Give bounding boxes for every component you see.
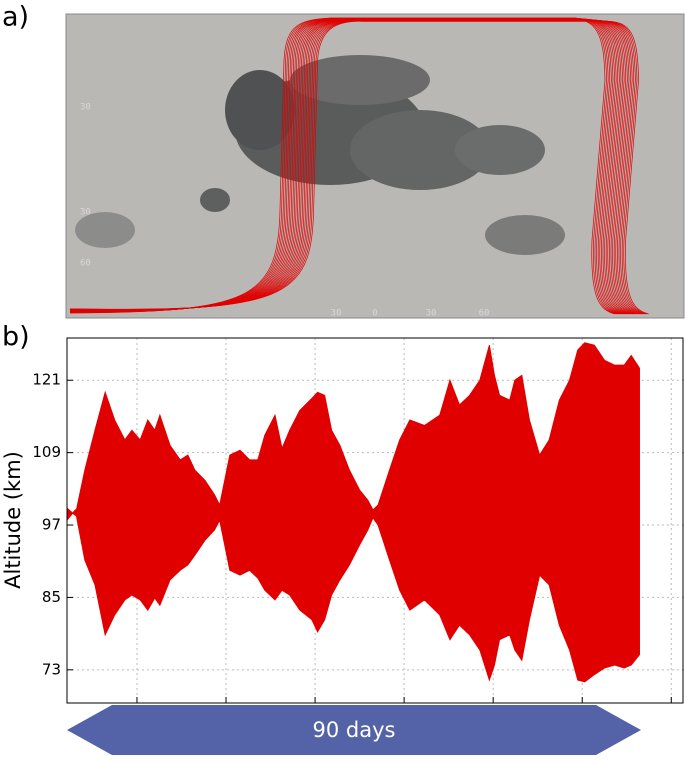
mare [350, 110, 490, 190]
y-tick-label: 97 [42, 516, 61, 534]
moon-map: 30 30 60 30 0 30 60 [65, 13, 685, 319]
track-line [69, 20, 643, 315]
mare [200, 188, 230, 212]
mare [225, 70, 295, 150]
track-line [69, 20, 648, 315]
map-lat-label: 30 [80, 103, 91, 113]
track-line [69, 20, 640, 315]
track-line [69, 19, 638, 315]
y-tick-label: 109 [32, 443, 61, 461]
mare [455, 125, 545, 175]
y-tick-label: 85 [42, 588, 61, 606]
ground-track [69, 17, 649, 315]
track-line [69, 18, 625, 315]
mare [290, 55, 430, 105]
track-line [69, 18, 627, 315]
track-line [69, 17, 619, 315]
map-labels: 30 30 60 30 0 30 60 [80, 103, 489, 319]
map-lon-label: 30 [426, 309, 437, 319]
track-line [69, 18, 622, 315]
track-line [69, 17, 617, 315]
map-lon-label: 60 [479, 309, 490, 319]
panel-label: b) [2, 322, 30, 353]
track-line [69, 19, 630, 315]
panel-label: a) [2, 2, 29, 33]
duration-arrow [67, 705, 641, 755]
track-line [69, 18, 620, 315]
track-line [69, 19, 636, 315]
track-line [69, 18, 624, 315]
plot-area: 73 85 97 109 121 [32, 337, 684, 704]
track-line [69, 19, 633, 315]
y-axis-label: Altitude (km) [1, 451, 25, 589]
track-line [69, 20, 644, 315]
annotation: 90 days [313, 718, 396, 742]
map-lon-label: 30 [331, 309, 342, 319]
y-tick-label: 73 [42, 660, 61, 678]
map-lat-label: 30 [80, 208, 91, 218]
track-line [69, 20, 646, 315]
mare [75, 212, 135, 248]
track-line [69, 18, 628, 315]
plot-frame [66, 337, 684, 704]
altitude-band [66, 342, 640, 683]
track-line [69, 19, 635, 315]
track-line [69, 21, 649, 315]
map-lat-label: 60 [80, 259, 91, 269]
track-line [69, 17, 616, 315]
mare [485, 215, 565, 255]
track-line [69, 20, 641, 315]
y-tick-label: 121 [32, 371, 61, 389]
map-lon-label: 0 [372, 309, 377, 319]
track-line [69, 19, 632, 315]
